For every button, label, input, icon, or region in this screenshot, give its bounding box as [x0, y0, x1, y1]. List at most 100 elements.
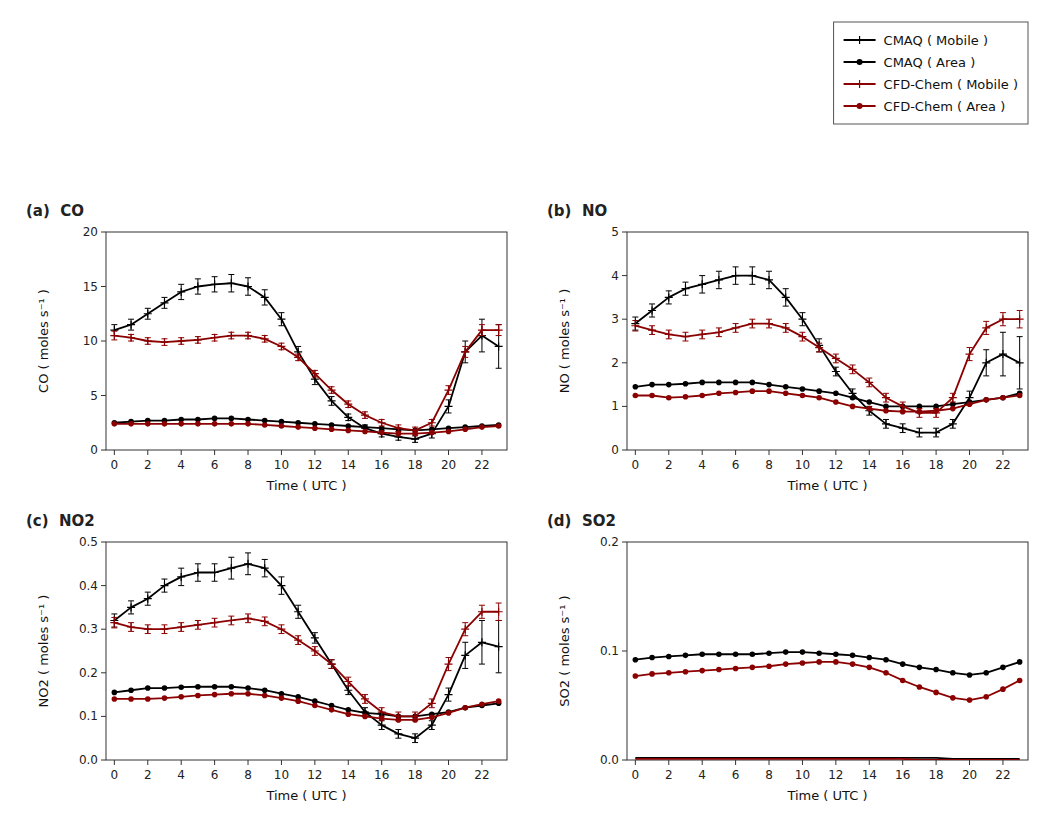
x-axis-label: Time ( UTC ) [265, 788, 346, 803]
point-marker [495, 608, 503, 616]
x-tick [181, 450, 182, 455]
error-bar [649, 304, 655, 317]
x-tick [802, 760, 803, 765]
point-marker [412, 431, 418, 437]
point-marker [128, 687, 134, 693]
error-bar-cap [462, 642, 468, 643]
y-tick-label: 0.5 [79, 535, 98, 549]
legend-marker [857, 59, 863, 65]
error-bar-cap [699, 275, 705, 276]
error-bar [395, 729, 401, 738]
x-tick [114, 450, 115, 455]
error-bar-cap [766, 319, 772, 320]
x-tick-label: 4 [177, 768, 185, 782]
panel: 0123450246810121416182022Time ( UTC )NO … [547, 202, 1028, 493]
x-tick-label: 12 [828, 458, 843, 472]
x-tick-label: 10 [274, 458, 289, 472]
y-tick [101, 672, 106, 673]
point-marker [633, 673, 639, 679]
error-bar-cap [262, 625, 268, 626]
error-bar [195, 279, 201, 294]
error-bar [145, 308, 151, 319]
error-bar-cap [262, 576, 268, 577]
x-axis-label: Time ( UTC ) [265, 478, 346, 493]
error-bar-cap [682, 282, 688, 283]
point-marker [633, 384, 639, 390]
point-marker [1016, 359, 1024, 367]
point-marker [832, 368, 840, 376]
point-marker [666, 395, 672, 401]
background [0, 0, 1060, 819]
error-bar [496, 620, 502, 672]
error-bar-cap [178, 622, 184, 623]
error-bar-cap [212, 627, 218, 628]
point-marker [750, 380, 756, 386]
error-bar [161, 297, 167, 308]
error-bar-cap [883, 428, 889, 429]
error-bar-cap [312, 646, 318, 647]
x-tick-label: 6 [732, 458, 740, 472]
error-bar-cap [161, 579, 167, 580]
point-marker [833, 651, 839, 657]
point-marker [277, 625, 285, 633]
point-marker [294, 353, 302, 361]
error-bar [850, 365, 856, 374]
x-tick [1002, 760, 1003, 765]
x-tick [769, 450, 770, 455]
error-bar-cap [816, 351, 822, 352]
point-marker [816, 395, 822, 401]
point-marker [362, 714, 368, 720]
point-marker [178, 421, 184, 427]
x-tick [248, 450, 249, 455]
point-marker [750, 388, 756, 394]
x-tick-label: 4 [177, 458, 185, 472]
point-marker [112, 421, 118, 427]
series-line [114, 687, 498, 717]
error-bar [699, 276, 705, 293]
point-marker [177, 573, 185, 581]
error-bar-cap [111, 627, 117, 628]
point-marker [699, 651, 705, 657]
x-tick [248, 760, 249, 765]
error-bar-cap [749, 266, 755, 267]
point-marker [144, 595, 152, 603]
error-bar-cap [111, 613, 117, 614]
error-bar [178, 338, 184, 345]
data-group [631, 267, 1023, 437]
x-tick-label: 22 [995, 458, 1010, 472]
x-tick-label: 6 [211, 458, 219, 472]
legend: CMAQ ( Mobile )CMAQ ( Area )CFD-Chem ( M… [834, 22, 1028, 124]
point-marker [144, 310, 152, 318]
error-bar-cap [749, 319, 755, 320]
y-tick-label: 0.1 [79, 709, 98, 723]
x-tick-label: 14 [341, 458, 356, 472]
error-bar-cap [395, 738, 401, 739]
point-marker [766, 382, 772, 388]
point-marker [195, 684, 201, 690]
point-marker [766, 388, 772, 394]
point-marker [933, 667, 939, 673]
error-bar-cap [161, 308, 167, 309]
x-tick [802, 450, 803, 455]
x-tick [448, 760, 449, 765]
y-tick-label: 3 [611, 312, 619, 326]
error-bar-cap [496, 324, 502, 325]
x-tick-label: 14 [862, 768, 877, 782]
series-line [635, 391, 1019, 411]
y-tick-label: 10 [83, 334, 98, 348]
point-marker [145, 685, 151, 691]
error-bar [632, 321, 638, 331]
point-marker [478, 638, 486, 646]
error-bar-cap [716, 271, 722, 272]
y-tick-label: 0.4 [79, 579, 98, 593]
x-tick [381, 760, 382, 765]
y-tick [622, 542, 627, 543]
point-marker [966, 350, 974, 358]
series-line [635, 759, 1019, 760]
x-tick [835, 450, 836, 455]
error-bar-cap [682, 341, 688, 342]
legend-label: CMAQ ( Area ) [884, 55, 976, 70]
point-marker [160, 625, 168, 633]
error-bar-cap [395, 712, 401, 713]
error-bar-cap [666, 290, 672, 291]
